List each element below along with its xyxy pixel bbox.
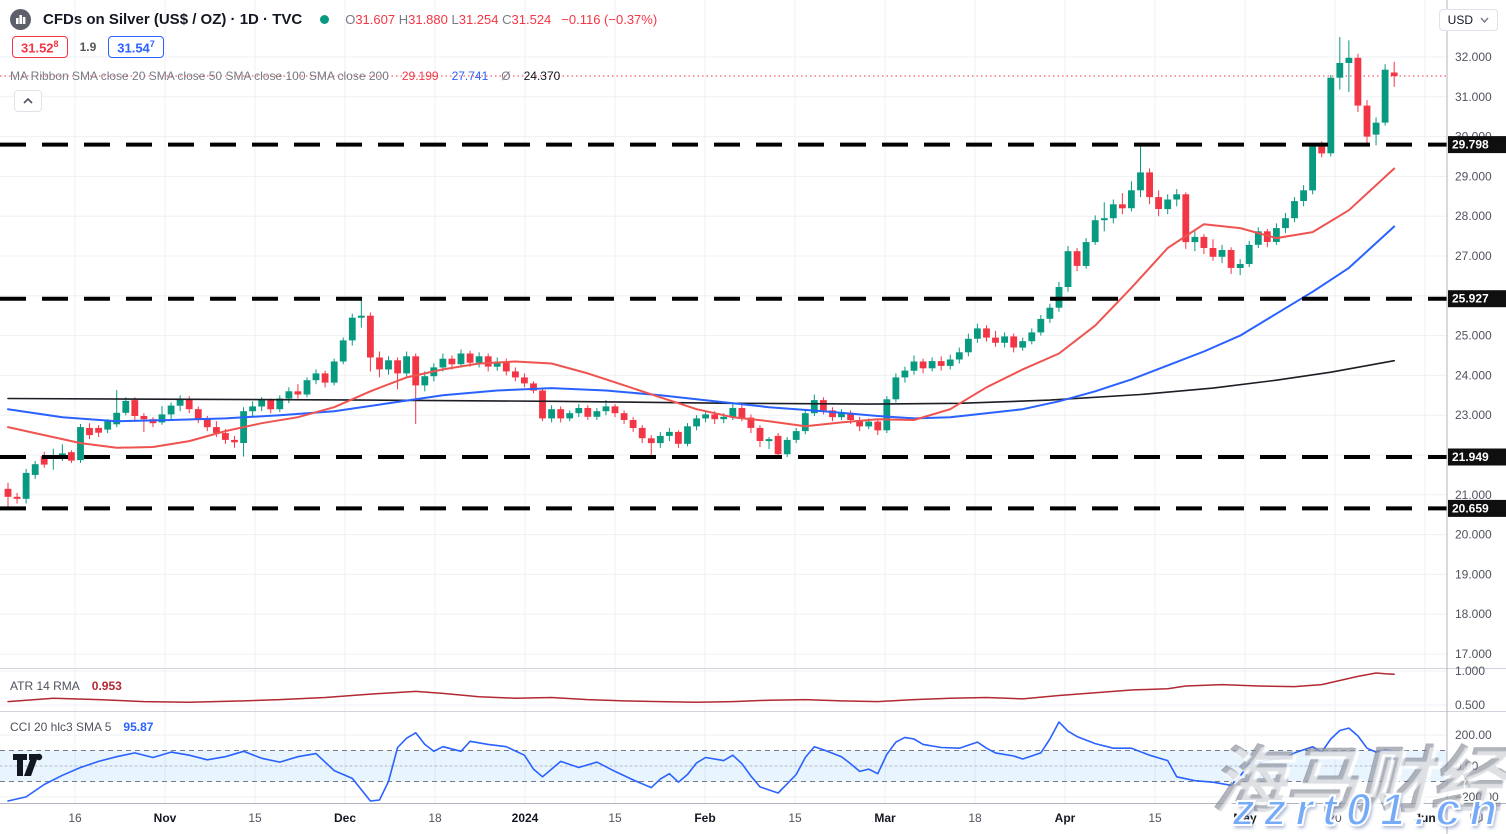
svg-text:23.000: 23.000 [1455,408,1492,422]
sell-button[interactable]: 31.528 [12,36,68,59]
svg-text:Mar: Mar [874,811,896,825]
svg-text:0.00: 0.00 [1455,759,1479,773]
svg-text:18: 18 [428,811,442,825]
svg-text:15: 15 [248,811,262,825]
atr-legend[interactable]: ATR 14 RMA [10,679,80,693]
sma200-value: 24.370 [523,69,561,83]
open-value: 31.607 [355,12,396,27]
market-open-dot[interactable] [320,15,330,24]
symbol-title[interactable]: CFDs on Silver (US$ / OZ) · 1D · TVC [43,11,303,28]
sma50-value: 27.741 [451,69,489,83]
svg-text:27.000: 27.000 [1455,249,1492,263]
svg-text:19.000: 19.000 [1455,567,1492,581]
sma100-value: Ø [501,69,511,83]
cci-value: 95.87 [123,720,154,734]
svg-text:18: 18 [968,811,982,825]
svg-text:29.798: 29.798 [1452,138,1489,152]
svg-text:20.000: 20.000 [1455,528,1492,542]
svg-text:25.927: 25.927 [1452,292,1489,306]
svg-text:15: 15 [608,811,622,825]
svg-text:Nov: Nov [154,811,177,825]
svg-text:16: 16 [68,811,82,825]
svg-text:25.000: 25.000 [1455,329,1492,343]
svg-text:24.000: 24.000 [1455,368,1492,382]
svg-text:Apr: Apr [1055,811,1076,825]
buy-button[interactable]: 31.547 [108,36,164,59]
svg-text:21.949: 21.949 [1452,450,1489,464]
svg-text:Dec: Dec [334,811,356,825]
symbol-logo-icon [10,9,31,30]
svg-text:17.000: 17.000 [1455,647,1492,661]
svg-text:20.659: 20.659 [1452,501,1489,515]
tradingview-logo[interactable] [12,752,46,783]
low-value: 31.254 [458,12,499,27]
svg-text:0.500: 0.500 [1455,698,1485,712]
svg-text:15: 15 [1148,811,1162,825]
svg-text:1.000: 1.000 [1455,664,1485,678]
svg-text:28.000: 28.000 [1455,209,1492,223]
svg-text:32.000: 32.000 [1455,50,1492,64]
svg-text:18.000: 18.000 [1455,607,1492,621]
svg-text:15: 15 [788,811,802,825]
currency-selector[interactable]: USD [1438,9,1498,31]
atr-value: 0.953 [91,679,122,693]
svg-text:2024: 2024 [512,811,539,825]
chevron-down-icon [1480,17,1489,23]
svg-text:May: May [1233,811,1257,825]
ma-ribbon-legend[interactable]: MA Ribbon SMA close 20 SMA close 50 SMA … [10,69,389,83]
ohlc-values: O31.607 H31.880 L31.254 C31.524 [345,12,552,27]
svg-text:21.000: 21.000 [1455,488,1492,502]
collapse-legend-button[interactable] [14,90,42,112]
close-value: 31.524 [511,12,552,27]
svg-text:Jun: Jun [1414,811,1435,825]
timezone-settings-icon[interactable] [1468,809,1485,831]
svg-text:29.000: 29.000 [1455,169,1492,183]
price-axis[interactable] [1447,0,1506,804]
time-axis[interactable] [0,804,1447,834]
svg-text:20: 20 [1328,811,1342,825]
cci-legend[interactable]: CCI 20 hlc3 SMA 5 [10,720,112,734]
change-value: −0.116 (−0.37%) [561,12,658,27]
svg-text:−200.00: −200.00 [1455,790,1499,804]
svg-text:200.00: 200.00 [1455,728,1492,742]
sma20-value: 29.199 [401,69,439,83]
svg-text:31.000: 31.000 [1455,90,1492,104]
spread-value: 1.9 [79,40,97,55]
svg-text:Feb: Feb [694,811,715,825]
high-value: 31.880 [408,12,448,27]
chevron-up-icon [23,98,33,104]
